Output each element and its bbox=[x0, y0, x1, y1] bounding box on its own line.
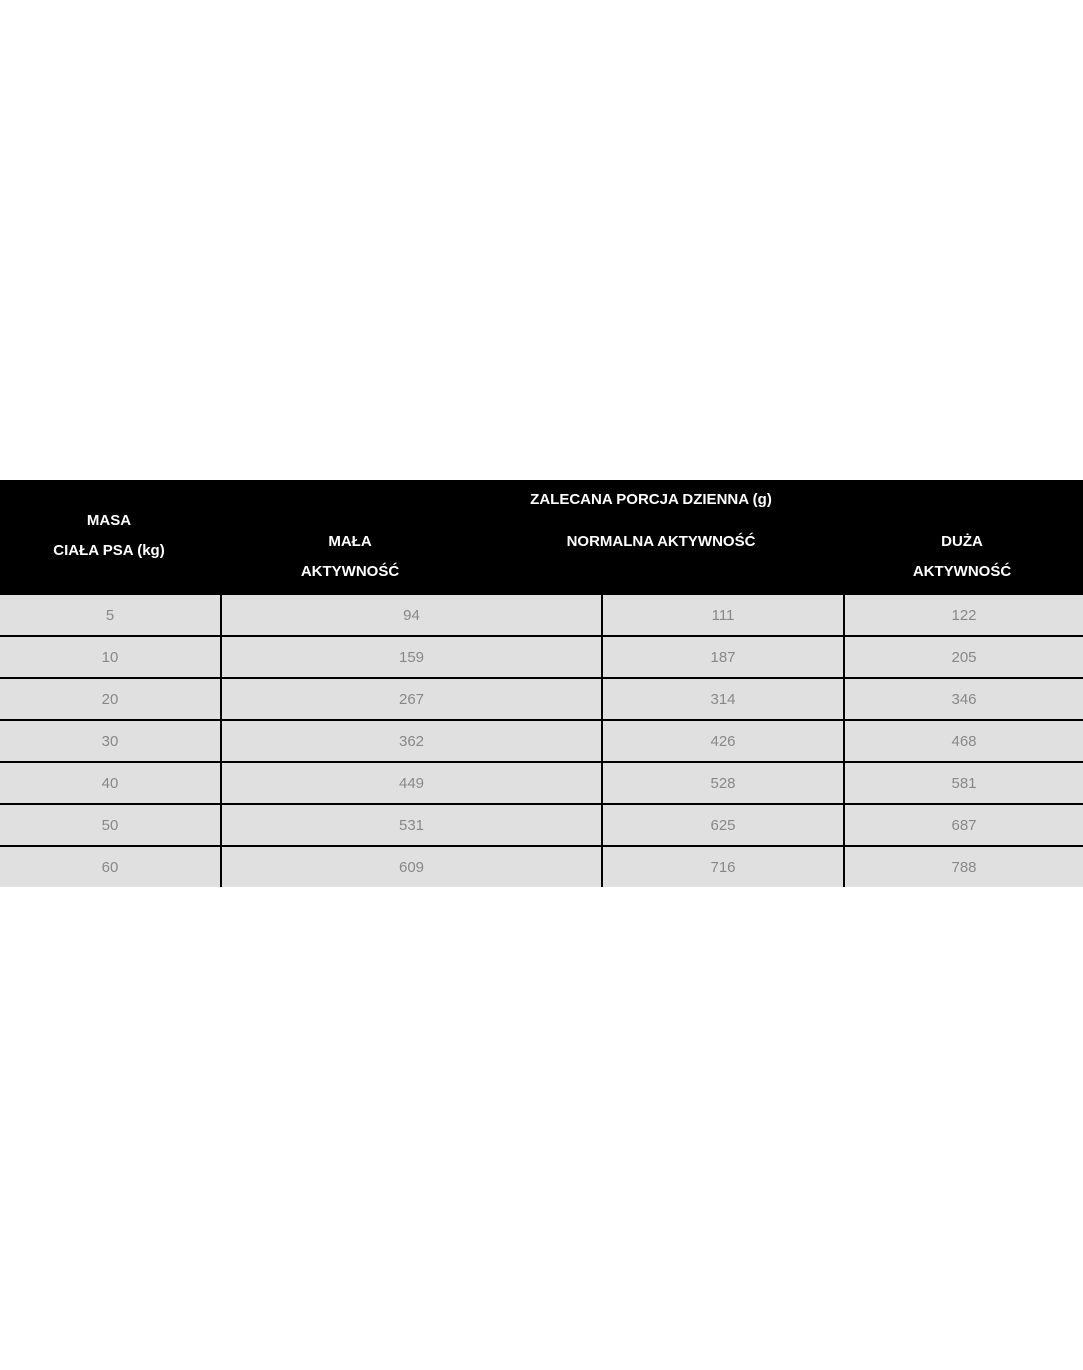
table-cell: 426 bbox=[601, 721, 843, 761]
table-row: 10 159 187 205 bbox=[0, 637, 1083, 679]
table-row: 5 94 111 122 bbox=[0, 595, 1083, 637]
col-high-line2: AKTYWNOŚĆ bbox=[912, 563, 1012, 580]
table-cell: 187 bbox=[601, 637, 843, 677]
col-low-line1: MAŁA bbox=[328, 533, 372, 550]
table-cell: 20 bbox=[101, 690, 119, 708]
table-cell: 60 bbox=[101, 858, 119, 876]
table-cell: 122 bbox=[843, 595, 1083, 635]
table-cell: 40 bbox=[101, 774, 119, 792]
table-cell: 111 bbox=[601, 595, 843, 635]
table-cell: 30 bbox=[101, 732, 119, 750]
table-cell: 159 bbox=[220, 637, 601, 677]
table-cell: 50 bbox=[101, 816, 119, 834]
table-cell: 205 bbox=[843, 637, 1083, 677]
table-cell: 346 bbox=[843, 679, 1083, 719]
table-cell: 687 bbox=[843, 805, 1083, 845]
table-row: 20 267 314 346 bbox=[0, 679, 1083, 721]
table-cell: 94 bbox=[220, 595, 601, 635]
col-high-line1: DUŻA bbox=[941, 533, 983, 550]
table-row: 50 531 625 687 bbox=[0, 805, 1083, 847]
table-row: 30 362 426 468 bbox=[0, 721, 1083, 763]
table-cell: 531 bbox=[220, 805, 601, 845]
col-low-line2: AKTYWNOŚĆ bbox=[300, 563, 400, 580]
table-cell: 314 bbox=[601, 679, 843, 719]
col-weight-line2: CIAŁA PSA (kg) bbox=[53, 542, 165, 559]
table-cell: 788 bbox=[843, 847, 1083, 887]
table-cell: 362 bbox=[220, 721, 601, 761]
table-cell: 625 bbox=[601, 805, 843, 845]
table-cell: 5 bbox=[105, 606, 115, 624]
group-header: ZALECANA PORCJA DZIENNA (g) bbox=[530, 491, 772, 508]
col-normal: NORMALNA AKTYWNOŚĆ bbox=[566, 533, 756, 550]
table-cell: 10 bbox=[101, 648, 119, 666]
feeding-table: ZALECANA PORCJA DZIENNA (g) MASA CIAŁA P… bbox=[0, 480, 1083, 887]
table-cell: 581 bbox=[843, 763, 1083, 803]
table-row: 40 449 528 581 bbox=[0, 763, 1083, 805]
col-weight-line1: MASA bbox=[86, 512, 132, 529]
table-cell: 716 bbox=[601, 847, 843, 887]
table-cell: 267 bbox=[220, 679, 601, 719]
table-header: ZALECANA PORCJA DZIENNA (g) MASA CIAŁA P… bbox=[0, 480, 1083, 595]
table-cell: 528 bbox=[601, 763, 843, 803]
table-body: 5 94 111 122 10 159 187 205 20 267 314 346 30 362 426 4… bbox=[0, 595, 1083, 887]
table-cell: 468 bbox=[843, 721, 1083, 761]
table-cell: 449 bbox=[220, 763, 601, 803]
table-cell: 609 bbox=[220, 847, 601, 887]
table-row: 60 609 716 788 bbox=[0, 847, 1083, 887]
